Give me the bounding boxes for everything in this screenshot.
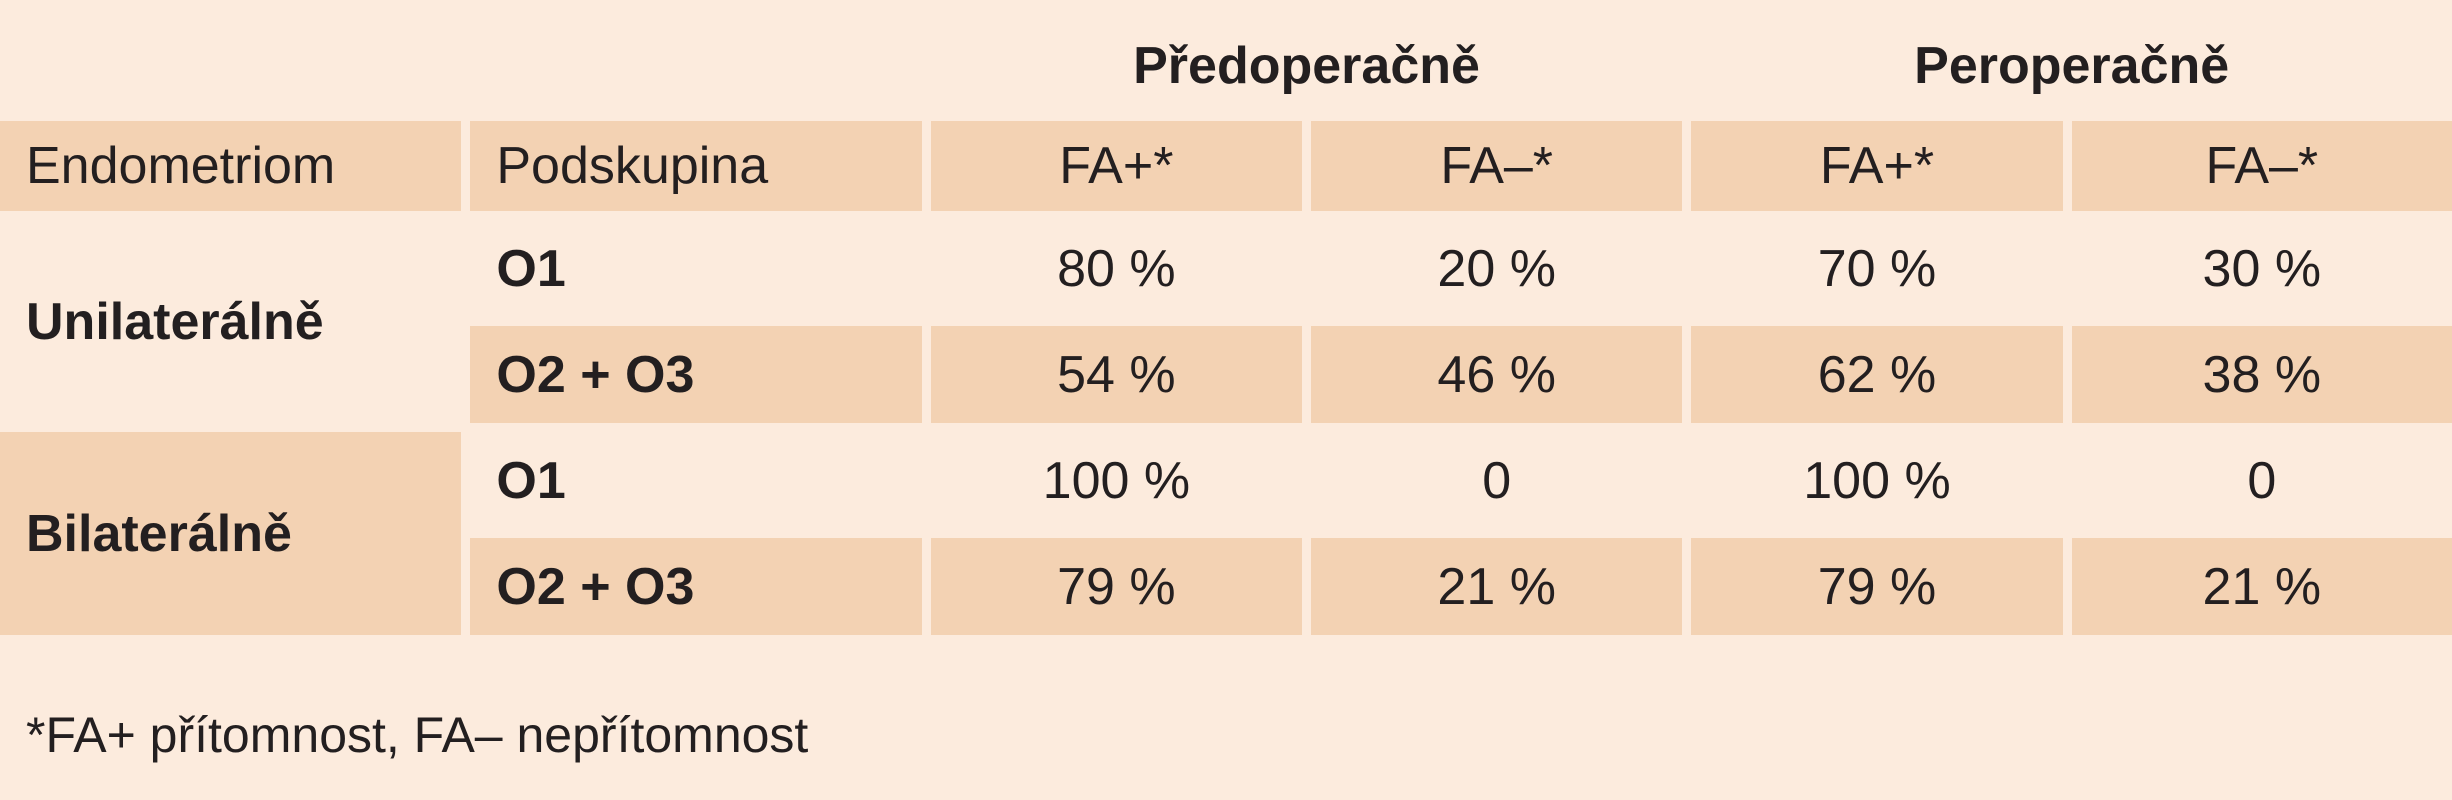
- column-header-endometriom: Endometriom: [0, 121, 471, 220]
- value-cell: 62 %: [1691, 326, 2072, 432]
- value-cell: 0: [1311, 432, 1692, 538]
- table-row: O2 + O3 54 % 46 % 62 % 38 %: [0, 326, 2452, 432]
- group-header-empty: [0, 20, 931, 121]
- value-cell: 54 %: [930, 326, 1312, 432]
- column-header-podskupina: Podskupina: [470, 121, 931, 220]
- row-group-unilateral: Unilaterálně: [0, 220, 471, 432]
- subgroup-cell: O2 + O3: [470, 538, 931, 644]
- subgroup-cell: O1: [470, 432, 931, 538]
- value-cell: 20 %: [1311, 220, 1692, 326]
- value-cell: 21 %: [2071, 538, 2452, 644]
- group-header-peroperative: Peroperačně: [1691, 20, 2452, 121]
- subgroup-cell: O1: [470, 220, 931, 326]
- column-header-per-fa-plus: FA+*: [1691, 121, 2072, 220]
- table-row: Bilaterálně O1 100 % 0 100 % 0: [0, 432, 2452, 644]
- value-cell: 30 %: [2071, 220, 2452, 326]
- table-row: Unilaterálně O1 80 % 20 % 70 % 30 %: [0, 220, 2452, 432]
- value-cell: 79 %: [1691, 538, 2072, 644]
- group-header-row: Předoperačně Peroperačně: [0, 20, 2452, 121]
- table-footnote: *FA+ přítomnost, FA– nepřítomnost: [26, 707, 809, 763]
- value-cell: 79 %: [930, 538, 1312, 644]
- row-group-bilateral: Bilaterálně: [0, 432, 471, 644]
- results-table: Předoperačně Peroperačně Endometriom Pod…: [0, 20, 2452, 644]
- value-cell: 100 %: [1691, 432, 2072, 538]
- value-cell: 46 %: [1311, 326, 1692, 432]
- column-header-pre-fa-plus: FA+*: [930, 121, 1312, 220]
- value-cell: 70 %: [1691, 220, 2072, 326]
- value-cell: 38 %: [2071, 326, 2452, 432]
- value-cell: 80 %: [930, 220, 1312, 326]
- column-header-pre-fa-minus: FA–*: [1311, 121, 1692, 220]
- value-cell: 0: [2071, 432, 2452, 538]
- column-header-row: Endometriom Podskupina FA+* FA–* FA+* FA…: [0, 121, 2452, 220]
- subgroup-cell: O2 + O3: [470, 326, 931, 432]
- value-cell: 21 %: [1311, 538, 1692, 644]
- table-row: O2 + O3 79 % 21 % 79 % 21 %: [0, 538, 2452, 644]
- results-table-container: Předoperačně Peroperačně Endometriom Pod…: [0, 20, 2452, 644]
- column-header-per-fa-minus: FA–*: [2071, 121, 2452, 220]
- value-cell: 100 %: [930, 432, 1312, 538]
- group-header-preoperative: Předoperačně: [930, 20, 1692, 121]
